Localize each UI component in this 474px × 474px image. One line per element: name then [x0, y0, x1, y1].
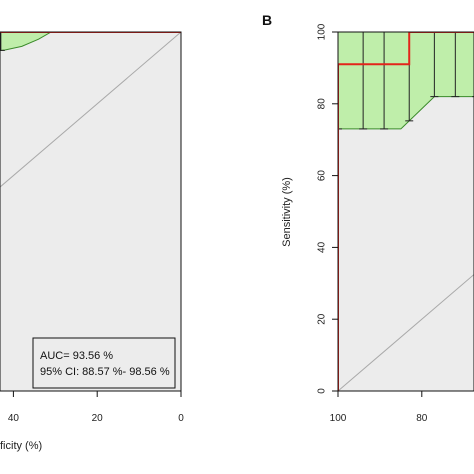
- auc-value-text: AUC= 93.56 %: [40, 350, 113, 362]
- panel-a-x-tick-label-1: 20: [92, 413, 104, 424]
- panel-b-y-tick-label-3: 60: [317, 170, 328, 182]
- auc-box-border: [32, 337, 176, 389]
- panel-a-x-axis-title: ficity (%): [0, 440, 42, 452]
- auc-annotation-box: AUC= 93.56 % 95% CI: 88.57 %- 98.56 %: [32, 337, 176, 389]
- panel-b-ci-lower-line: [338, 96, 474, 130]
- panel-b-label: B: [262, 12, 272, 28]
- panel-a-x-tick-label-2: 0: [178, 413, 184, 424]
- panel-a-x-tick-label-0: 40: [8, 413, 20, 424]
- panel-b-roc-curve: [338, 32, 474, 391]
- panel-b-diagonal-reference: [338, 273, 474, 391]
- panel-b-y-tick-label-5: 100: [317, 23, 328, 40]
- panel-a: 40 20 0 AUC= 93.56 % 95% CI: 88.57 %- 98.5…: [0, 31, 184, 452]
- panel-b-x-tick-label-0: 100: [330, 413, 347, 424]
- panel-a-ci-lower-line: [0, 32, 181, 51]
- panel-b: B 100 80 0 20 40 60 80 100 Sensitivity (%): [262, 12, 474, 424]
- panel-b-y-tick-label-4: 80: [317, 98, 328, 110]
- auc-ci-text: 95% CI: 88.57 %- 98.56 %: [40, 366, 170, 378]
- panel-b-ci-band: [338, 32, 474, 129]
- panel-b-y-tick-label-2: 40: [317, 241, 328, 253]
- panel-a-ci-band: [0, 32, 181, 51]
- panel-b-frame: [337, 31, 474, 392]
- panel-b-y-tick-label-0: 0: [317, 388, 328, 394]
- panel-b-y-axis-title: Sensitivity (%): [281, 177, 293, 247]
- panel-b-y-tick-label-1: 20: [317, 313, 328, 325]
- panel-a-frame: [0, 31, 182, 392]
- panel-a-plot-background: [0, 32, 181, 391]
- panel-a-diagonal-reference: [0, 32, 182, 188]
- panel-b-x-tick-label-1: 80: [416, 413, 428, 424]
